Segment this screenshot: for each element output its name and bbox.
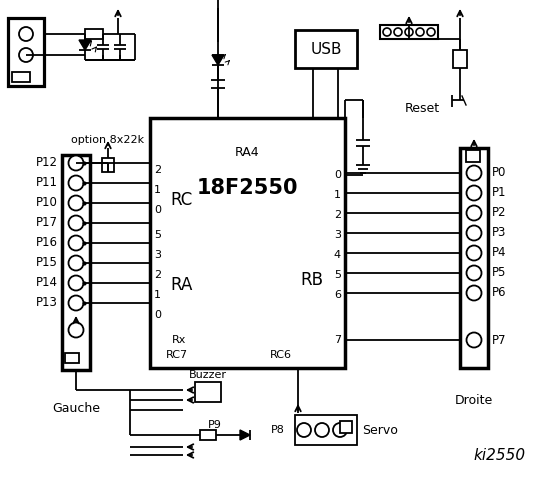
Circle shape [467,245,482,261]
Circle shape [405,28,413,36]
Circle shape [297,423,311,437]
Text: P15: P15 [36,256,58,269]
Polygon shape [212,55,224,65]
Circle shape [394,28,402,36]
Text: P5: P5 [492,266,507,279]
Text: option 8x22k: option 8x22k [71,135,144,145]
Text: 6: 6 [334,290,341,300]
Text: 5: 5 [154,230,161,240]
Text: Rx: Rx [172,335,186,345]
Text: P0: P0 [492,167,507,180]
Circle shape [19,48,33,62]
Circle shape [69,296,84,311]
Circle shape [383,28,391,36]
Text: P2: P2 [492,206,507,219]
Circle shape [467,226,482,240]
Text: P6: P6 [492,287,507,300]
Bar [8,18,44,86]
Text: P3: P3 [492,227,507,240]
Circle shape [69,236,84,251]
Circle shape [19,27,33,41]
Circle shape [69,195,84,211]
Text: RA4: RA4 [234,146,259,159]
Circle shape [416,28,424,36]
Text: P4: P4 [492,247,507,260]
Polygon shape [79,40,91,50]
Circle shape [333,423,347,437]
Bar [340,421,352,433]
Text: Reset: Reset [405,101,440,115]
Text: ki2550: ki2550 [474,447,526,463]
Text: P16: P16 [36,237,58,250]
Circle shape [69,176,84,191]
Circle shape [69,216,84,230]
Circle shape [467,205,482,220]
Text: 0: 0 [334,170,341,180]
Text: 2: 2 [334,210,341,220]
Text: RC6: RC6 [270,350,292,360]
Bar [150,118,345,368]
Text: 7: 7 [334,335,341,345]
Text: 1: 1 [154,290,161,300]
Text: 0: 0 [154,310,161,320]
Bar [453,50,467,68]
Text: P13: P13 [36,297,58,310]
Circle shape [69,276,84,290]
Text: 18F2550: 18F2550 [196,178,298,198]
Polygon shape [240,430,250,440]
Text: P1: P1 [492,187,507,200]
Text: 4: 4 [334,250,341,260]
Bar [102,158,114,172]
Circle shape [467,286,482,300]
Bar [195,382,221,402]
Text: RC: RC [170,191,192,209]
Text: RA: RA [170,276,192,294]
Bar [460,148,488,368]
Circle shape [427,28,435,36]
Bar [466,150,480,162]
Circle shape [467,166,482,180]
Bar [65,353,79,363]
Text: 1: 1 [334,190,341,200]
Circle shape [467,185,482,201]
Circle shape [315,423,329,437]
Text: USB: USB [310,41,342,57]
Text: RB: RB [300,271,323,289]
Circle shape [467,265,482,280]
Text: Servo: Servo [362,423,398,436]
Text: P8: P8 [271,425,285,435]
Circle shape [69,255,84,271]
Text: P11: P11 [36,177,58,190]
Text: 3: 3 [334,230,341,240]
Text: Droite: Droite [455,394,493,407]
Text: P17: P17 [36,216,58,229]
Text: 0: 0 [154,205,161,215]
Bar [62,155,90,370]
Text: 3: 3 [154,250,161,260]
Bar [295,30,357,68]
Text: 2: 2 [154,165,161,175]
Text: P14: P14 [36,276,58,289]
Text: P10: P10 [36,196,58,209]
Text: Buzzer: Buzzer [189,370,227,380]
Bar [380,25,438,39]
Bar [200,430,216,440]
Text: 2: 2 [154,270,161,280]
Text: 5: 5 [334,270,341,280]
Bar [295,415,357,445]
Circle shape [69,323,84,337]
Text: P7: P7 [492,334,507,347]
Text: RC7: RC7 [166,350,188,360]
Text: P12: P12 [36,156,58,169]
Bar [12,72,30,82]
Circle shape [69,156,84,170]
Bar [85,29,103,39]
Text: 1: 1 [154,185,161,195]
Text: P9: P9 [208,420,222,430]
Text: Gauche: Gauche [52,401,100,415]
Circle shape [467,333,482,348]
